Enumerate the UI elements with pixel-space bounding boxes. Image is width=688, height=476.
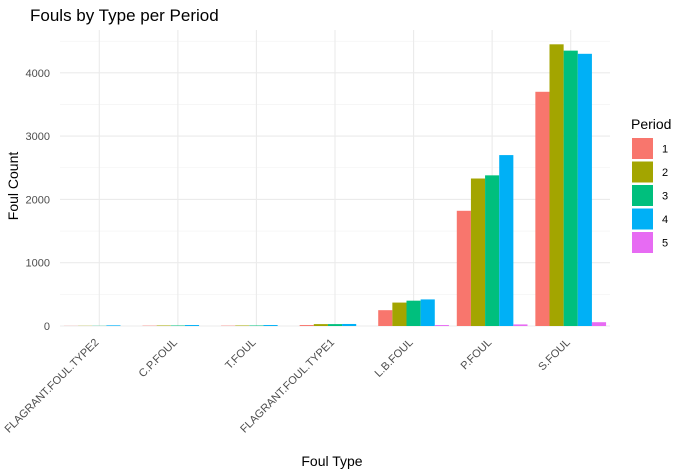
bar (549, 44, 564, 326)
legend-key (632, 232, 653, 253)
y-tick-label: 4000 (26, 68, 50, 80)
bar (434, 325, 449, 326)
y-tick-label: 2000 (26, 194, 50, 206)
bar (235, 325, 250, 326)
grid (60, 30, 610, 327)
x-tick-label: L.B.FOUL (373, 337, 416, 380)
y-axis-title: Foul Count (5, 152, 21, 221)
y-tick-label: 0 (44, 321, 50, 333)
bar (499, 155, 514, 326)
bar (327, 324, 343, 326)
legend-label: 4 (662, 214, 668, 226)
bar (378, 310, 393, 326)
x-tick-label: C.P.FOUL (137, 337, 180, 380)
bar (535, 91, 550, 326)
legend-label: 3 (662, 191, 668, 203)
x-tick-label: S.FOUL (536, 337, 573, 374)
bar (170, 325, 185, 326)
legend-key (632, 138, 653, 159)
legend-label: 2 (662, 167, 668, 179)
y-tick-label: 1000 (26, 258, 50, 270)
legend: Period 1 2 3 4 5 (631, 116, 671, 253)
bar (263, 325, 278, 326)
legend-label: 1 (662, 144, 668, 156)
bar (342, 323, 357, 326)
bar (406, 300, 421, 326)
legend-label: 5 (662, 238, 668, 250)
bar (563, 50, 578, 327)
bar (577, 53, 592, 327)
bar (313, 324, 328, 326)
bar (249, 325, 264, 326)
bar (156, 325, 171, 326)
chart-title: Fouls by Type per Period (30, 6, 219, 25)
x-tick-label: P.FOUL (459, 337, 495, 373)
y-tick-label: 3000 (26, 131, 50, 143)
x-tick-label: FLAGRANT.FOUL.TYPE1 (238, 337, 337, 436)
bar (299, 325, 314, 326)
bar (470, 178, 486, 326)
legend-key (632, 161, 653, 183)
bar (456, 210, 471, 326)
bar (485, 175, 500, 326)
bars (63, 44, 607, 327)
bar (591, 322, 607, 326)
bar (184, 325, 200, 326)
x-axis-title: Foul Type (301, 453, 362, 469)
bar (392, 302, 407, 326)
bar (106, 325, 121, 326)
legend-title: Period (631, 116, 671, 132)
x-tick-label: T.FOUL (223, 337, 258, 372)
x-tick-label: FLAGRANT.FOUL.TYPE2 (3, 337, 102, 436)
legend-key (632, 185, 653, 206)
bar (420, 299, 435, 326)
legend-key (632, 208, 653, 230)
bar (513, 324, 528, 326)
